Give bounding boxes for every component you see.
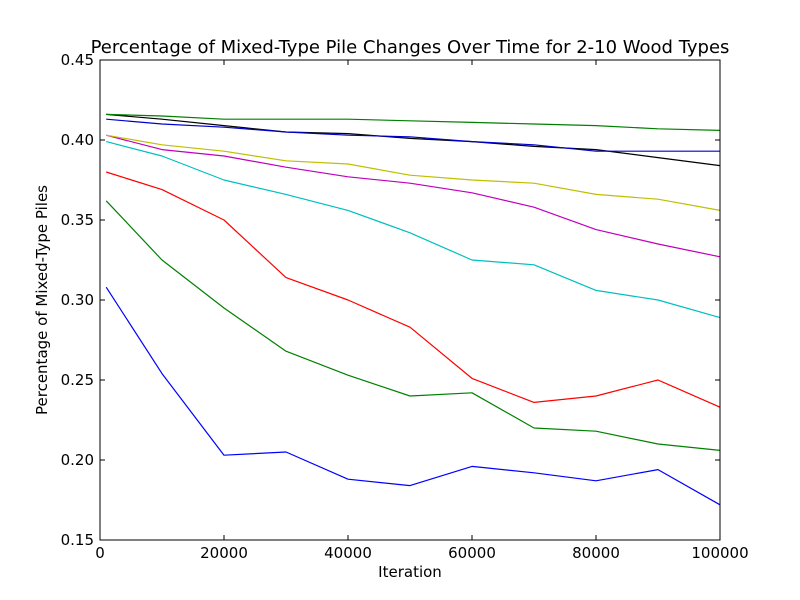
series-line-9 bbox=[106, 113, 721, 131]
x-tick-label: 100000 bbox=[691, 544, 748, 562]
y-axis-label: Percentage of Mixed-Type Piles bbox=[33, 185, 51, 415]
series-line-7 bbox=[106, 113, 721, 167]
y-tick-label: 0.15 bbox=[61, 531, 94, 549]
series-layer bbox=[105, 113, 721, 506]
series-line-4 bbox=[106, 141, 721, 319]
x-axis-label: Iteration bbox=[378, 563, 442, 581]
x-tick-label: 40000 bbox=[324, 544, 372, 562]
x-tick-label: 20000 bbox=[200, 544, 248, 562]
series-line-8 bbox=[106, 118, 720, 152]
series-line-3 bbox=[106, 171, 721, 408]
series-line-5 bbox=[106, 134, 721, 258]
y-tick-label: 0.30 bbox=[61, 291, 94, 309]
x-tick-label: 80000 bbox=[572, 544, 620, 562]
plot-frame bbox=[99, 59, 721, 541]
series-line-2 bbox=[105, 200, 721, 451]
y-tick-label: 0.20 bbox=[61, 451, 94, 469]
chart-title: Percentage of Mixed-Type Pile Changes Ov… bbox=[91, 37, 730, 58]
y-tick-label: 0.40 bbox=[61, 131, 94, 149]
x-tick-label: 0 bbox=[95, 544, 105, 562]
plot-area bbox=[100, 60, 720, 540]
series-line-6 bbox=[106, 134, 721, 211]
tick-layer: 0 20000 40000 60000 80000 100000 0.15 0.20 0.25 0… bbox=[61, 51, 749, 562]
y-tick-label: 0.45 bbox=[61, 51, 94, 69]
y-tick-label: 0.25 bbox=[61, 371, 94, 389]
series-line-1 bbox=[105, 286, 721, 506]
x-tick-label: 60000 bbox=[448, 544, 496, 562]
y-tick-label: 0.35 bbox=[61, 211, 94, 229]
